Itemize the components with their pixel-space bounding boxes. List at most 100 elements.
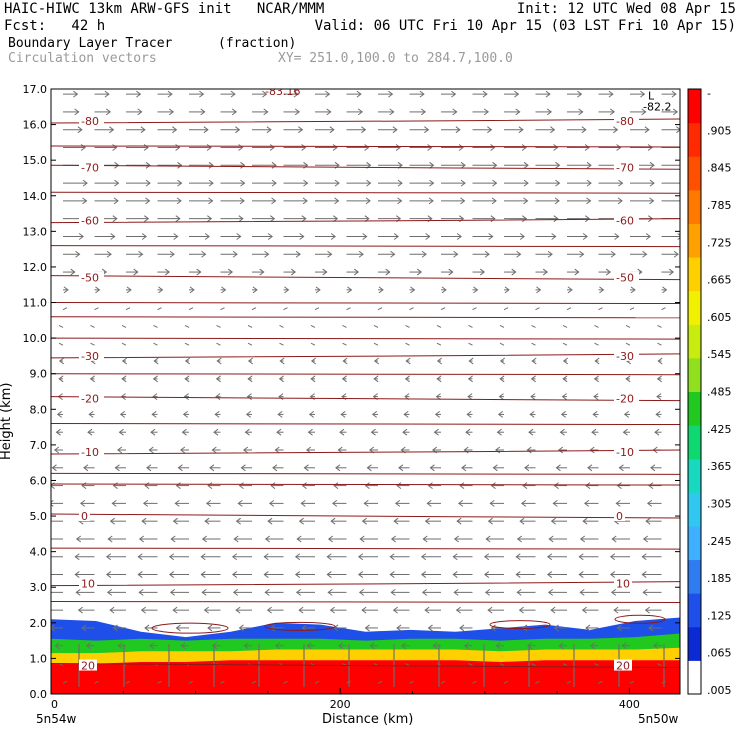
vector-arrowhead: [296, 535, 302, 543]
vector-arrow: [468, 663, 473, 666]
y-tick-label: 13.0: [23, 225, 48, 238]
y-tick-label: 0.0: [30, 688, 48, 701]
isotherm-label: -20: [81, 393, 99, 406]
vector-arrowhead: [487, 606, 493, 614]
vector-arrowhead: [483, 553, 490, 561]
vector-arrowhead: [492, 179, 498, 187]
vector-arrowhead: [484, 250, 490, 258]
vector-arrowhead: [459, 624, 465, 632]
vector-arrowhead: [657, 357, 663, 365]
colorbar-label: .185: [707, 572, 732, 585]
isotherm-label-bg: [614, 161, 639, 173]
vector-arrowhead: [552, 499, 558, 507]
vector-arrowhead: [359, 535, 365, 543]
vector-arrowhead: [44, 572, 48, 578]
vector-arrowhead: [642, 535, 649, 543]
vector-arrow: [314, 307, 320, 311]
vector-arrowhead: [204, 233, 210, 240]
isotherm-label-bg: [614, 577, 632, 589]
isotherm-label: 0: [616, 510, 623, 523]
colorbar-label: .785: [707, 199, 732, 212]
vector-arrowhead: [555, 179, 561, 187]
vector-arrowhead: [143, 144, 149, 151]
colorbar-swatch: [688, 324, 701, 359]
vector-arrow: [566, 307, 572, 311]
vector-arrowhead: [519, 517, 525, 525]
vector-arrowhead: [231, 108, 238, 116]
vector-arrowhead: [582, 233, 588, 240]
vector-arrowhead: [327, 588, 333, 596]
vector-arrowhead: [136, 90, 142, 98]
vector-arrowhead: [582, 517, 588, 525]
vector-arrowhead: [523, 161, 529, 169]
vector-arrowhead: [247, 357, 254, 365]
vector-arrowhead: [121, 375, 127, 383]
vector-arrow: [409, 680, 414, 684]
vector-arrowhead: [74, 553, 80, 561]
vector-arrowhead: [361, 517, 367, 525]
vector-arrowhead: [326, 571, 332, 578]
vector-arrowhead: [373, 357, 380, 365]
vector-arrowhead: [682, 180, 686, 186]
vector-arrowhead: [465, 428, 471, 436]
vector-arrow: [657, 663, 662, 666]
vector-arrow: [279, 342, 284, 346]
vector-arrowhead: [271, 179, 277, 187]
vector-arrowhead: [410, 286, 416, 294]
vector-arrow: [157, 307, 162, 311]
vector-arrowhead: [611, 535, 617, 543]
isotherm-label-bg: [614, 392, 639, 404]
vector-arrowhead: [168, 571, 175, 578]
vector-arrowhead: [593, 375, 599, 383]
vector-arrowhead: [496, 428, 502, 436]
colorbar-label: .545: [707, 348, 732, 361]
vector-arrowhead: [613, 606, 619, 614]
isotherm-line: [51, 513, 680, 519]
vector-arrowhead: [74, 571, 80, 578]
isotherm-label-bg: [79, 577, 97, 589]
vector-arrowhead: [236, 233, 242, 240]
vector-arrow: [346, 307, 351, 311]
vector-arrowhead: [81, 624, 87, 632]
vector-arrow: [90, 324, 95, 328]
isotherm-label: -20: [616, 393, 634, 406]
vector-arrowhead: [584, 144, 590, 151]
vector-arrowhead: [56, 411, 63, 418]
vector-arrowhead: [208, 179, 214, 187]
vector-arrowhead: [487, 126, 493, 134]
vector-arrowhead: [184, 375, 190, 383]
vector-arrowhead: [105, 571, 112, 578]
vector-arrowhead: [499, 375, 505, 383]
vector-arrowhead: [519, 233, 525, 240]
vector-arrowhead: [578, 553, 584, 561]
vector-arrowhead: [105, 553, 112, 561]
vector-arrowhead: [452, 553, 458, 561]
vector-arrowhead: [180, 446, 186, 454]
vector-arrowhead: [306, 642, 312, 650]
vector-arrowhead: [341, 375, 347, 383]
vector-arrow: [535, 680, 540, 684]
vector-arrowhead: [649, 179, 655, 187]
vector-arrowhead: [342, 357, 348, 365]
vector-arrowhead: [330, 517, 336, 525]
vector-arrowhead: [196, 268, 202, 276]
vector-arrowhead: [467, 393, 473, 401]
vector-arrow: [629, 680, 635, 684]
vector-arrowhead: [579, 588, 585, 596]
vector-arrowhead: [215, 393, 221, 401]
vector-arrow: [90, 342, 95, 346]
vector-arrow: [594, 663, 599, 666]
vector-arrowhead: [585, 215, 591, 223]
isotherm-line: [51, 316, 680, 319]
vector-arrowhead: [337, 642, 344, 650]
vector-arrowhead: [521, 144, 527, 151]
vector-arrowhead: [238, 215, 244, 223]
vector-arrowhead: [366, 179, 372, 187]
vector-arrowhead: [240, 464, 246, 472]
isotherm-line: [51, 191, 680, 194]
vector-arrowhead: [327, 250, 333, 258]
vector-arrowhead: [645, 517, 651, 525]
vector-arrowhead: [152, 375, 158, 383]
vector-arrowhead: [206, 144, 212, 151]
